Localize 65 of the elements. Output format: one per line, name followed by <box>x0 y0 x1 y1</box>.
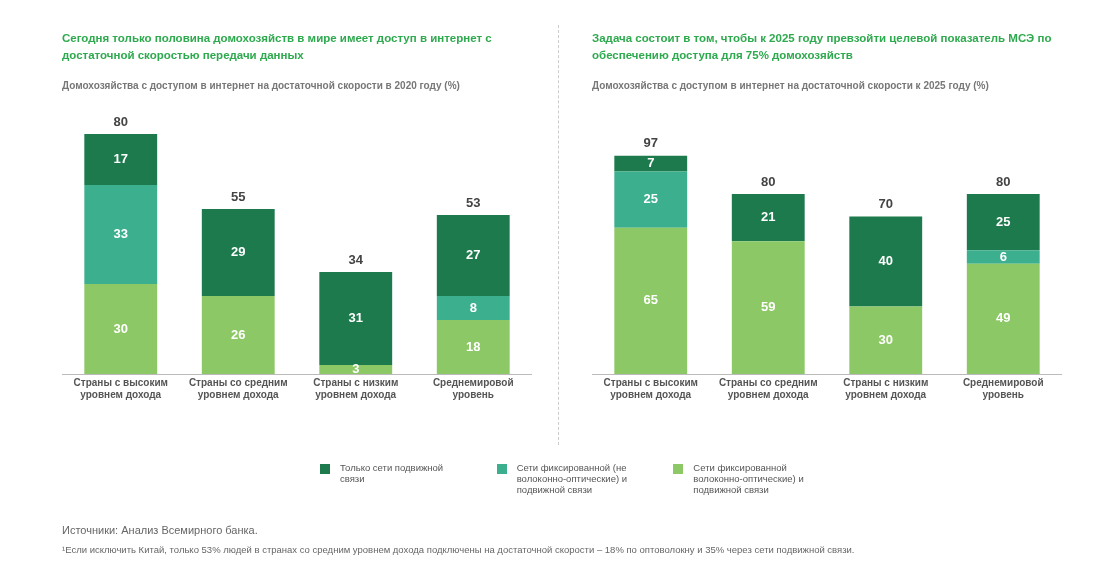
data-label: 27 <box>466 247 481 263</box>
bar <box>614 171 688 228</box>
x-tick-label: Страны со средним уровнем дохода <box>718 376 818 400</box>
data-label: 7 <box>647 155 655 171</box>
bar <box>201 296 275 374</box>
bar <box>319 365 393 374</box>
data-label: 3 <box>352 361 360 377</box>
data-label: 31 <box>348 310 363 326</box>
total-label: 55 <box>231 188 246 204</box>
bar <box>849 216 923 307</box>
bar <box>731 194 805 242</box>
total-label: 80 <box>761 173 776 189</box>
data-label: 26 <box>231 326 246 342</box>
bar <box>84 185 158 284</box>
legend-label: Сети фиксированной волоконно-оптические) и подвижной связи <box>693 462 805 495</box>
total-label: 53 <box>466 194 481 210</box>
bar <box>731 241 805 374</box>
data-label: 8 <box>469 299 477 315</box>
bar <box>201 209 275 296</box>
bar <box>84 284 158 374</box>
bar <box>436 215 510 296</box>
legend-label: Только сети подвижной связи <box>340 462 445 486</box>
total-label: 97 <box>643 135 658 151</box>
data-label: 30 <box>878 331 893 347</box>
bar <box>436 296 510 320</box>
data-label: 40 <box>878 253 893 269</box>
data-label: 59 <box>761 299 776 315</box>
total-label: 34 <box>348 251 364 267</box>
x-tick-label: Среднемировой уровень <box>432 376 514 400</box>
data-label: 30 <box>113 320 128 336</box>
data-label: 25 <box>643 191 658 207</box>
bar <box>614 227 688 374</box>
x-tick-label: Страны с высоким уровнем дохода <box>603 376 698 400</box>
x-tick-label: Страны с низким уровнем дохода <box>313 376 399 400</box>
chart-title: Задача состоит в том, чтобы к 2025 году превзойти целевой показатель МСЭ по обеспечению доступа для 75% домохозяйств <box>592 31 1053 63</box>
data-label: 29 <box>231 244 246 260</box>
x-tick-label: Страны со средним уровнем дохода <box>188 376 288 400</box>
data-label: 33 <box>113 226 128 242</box>
chart-title: Сегодня только половина домохозяйств в мире имеет доступ в интернет с достаточной скоростью передачи данных <box>62 31 493 63</box>
data-label: 21 <box>761 209 776 225</box>
data-label: 17 <box>113 151 128 167</box>
data-label: 49 <box>996 310 1011 326</box>
bar <box>614 155 688 172</box>
x-tick-label: Среднемировой уровень <box>962 376 1044 400</box>
legend-label: Сети фиксированной (не волоконно-оптические) и подвижной связи <box>516 462 629 495</box>
data-label: 6 <box>999 248 1007 264</box>
data-label: 65 <box>643 292 658 308</box>
chart-subtitle: Домохозяйства с доступом в интернет на достаточной скорости в 2020 году (%) <box>62 80 461 93</box>
bar <box>966 250 1040 264</box>
text: ¹Если исключить Китай, только 53% людей в странах со средним уровнем дохода подключены на достаточной скорости – 18% по оптоволокну и 35% через сети подвижной связи. <box>62 544 856 555</box>
data-label: 25 <box>996 213 1011 229</box>
x-tick-label: Страны с низким уровнем дохода <box>843 376 929 400</box>
total-label: 80 <box>113 113 128 129</box>
bar <box>436 320 510 374</box>
bar <box>966 194 1040 251</box>
total-label: 70 <box>878 196 893 212</box>
bar <box>84 134 158 185</box>
bar <box>319 272 393 365</box>
bar <box>966 263 1040 374</box>
bar <box>849 306 923 374</box>
text: Источники: Анализ Всемирного банка. <box>62 524 259 536</box>
chart-subtitle: Домохозяйства с доступом в интернет на достаточной скорости к 2025 году (%) <box>592 80 990 93</box>
data-label: 18 <box>466 338 481 354</box>
total-label: 80 <box>996 173 1011 189</box>
x-tick-label: Страны с высоким уровнем дохода <box>73 376 168 400</box>
